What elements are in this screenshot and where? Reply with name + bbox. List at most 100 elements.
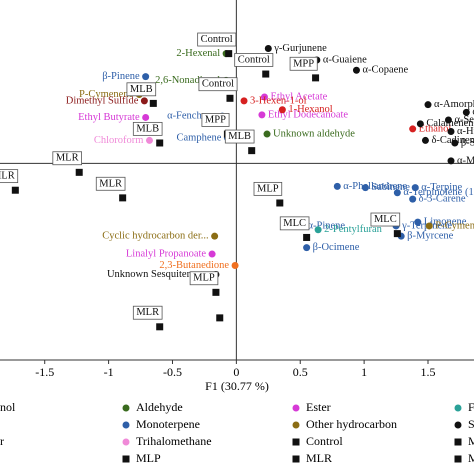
legend-label: MLR	[306, 451, 332, 465]
point-label: α-M	[457, 155, 474, 166]
point-label: α-Gurjun	[472, 107, 474, 118]
point-label: 2,3-Butanedione	[159, 260, 229, 271]
point	[225, 50, 233, 58]
point	[303, 233, 311, 241]
point-label: 2-Pentylfuran	[324, 224, 382, 235]
label-box	[95, 176, 126, 191]
point	[262, 70, 270, 78]
point	[258, 111, 266, 119]
label-box	[189, 271, 219, 286]
legend-label: Aldehyde	[136, 400, 183, 414]
legend-marker	[292, 404, 300, 412]
legend-marker	[454, 438, 462, 446]
point-label: Dimethyl Sulfide	[66, 95, 139, 106]
label-box	[132, 305, 163, 320]
point-label: Sabinene	[371, 182, 410, 193]
sample-label: MPP	[205, 114, 226, 125]
point-label: Cyclic hydrocarbon der...	[102, 231, 208, 242]
label-box	[52, 151, 82, 166]
point	[409, 195, 417, 203]
legend-label: Other hydrocarbon	[306, 417, 397, 431]
legend-label: Ester	[306, 400, 331, 414]
point	[156, 323, 164, 331]
point-label: Unknown Sesquiterpene	[107, 269, 210, 280]
point-label: α-Fenchene	[167, 111, 217, 122]
point-label: 1-Hexanol	[288, 104, 332, 115]
sample-label: MLP	[257, 183, 279, 194]
point	[414, 218, 422, 226]
sample-label: MLB	[228, 131, 251, 142]
label-box	[197, 32, 237, 47]
point-label: Calamenene	[426, 118, 474, 129]
legend-marker	[122, 421, 130, 429]
label-box	[0, 169, 19, 184]
point-label: 3-Hexen-1-ol	[250, 95, 307, 106]
x-tick-label: 1.5	[421, 365, 436, 379]
legend-label: Furan	[468, 400, 474, 414]
point	[263, 130, 271, 138]
point-label: α-Humu	[457, 126, 474, 137]
point	[216, 314, 224, 322]
point	[140, 97, 148, 105]
x-tick-label: 1	[361, 365, 367, 379]
sample-label: MLR	[99, 178, 122, 189]
x-axis-title: F1 (30.77 %)	[205, 379, 269, 393]
legend-marker	[454, 421, 462, 429]
point	[409, 125, 417, 133]
point	[352, 66, 360, 74]
sample-label: MLB	[136, 123, 159, 134]
legend-marker	[122, 455, 130, 463]
point	[424, 101, 432, 109]
point-label: Unknown aldehyde	[273, 128, 355, 139]
point	[416, 120, 424, 128]
point	[142, 73, 150, 81]
label-box	[198, 77, 238, 92]
point-label: Linalyl Propanoate	[126, 248, 207, 259]
point-label: Limonene	[424, 217, 467, 228]
point-label: α-Copaene	[362, 65, 408, 76]
point	[149, 99, 157, 107]
legend-marker	[122, 438, 130, 446]
sample-label: MLR	[136, 307, 159, 318]
legend-marker	[122, 404, 130, 412]
point	[411, 184, 419, 192]
sample-label: MLB	[130, 84, 153, 95]
point-label: P-Cymen	[435, 220, 474, 231]
point-label: Ethyl Dodecanoate	[268, 109, 349, 120]
label-box	[132, 121, 163, 136]
legend-label: MLB	[468, 434, 474, 448]
point	[303, 244, 311, 252]
point-label: γ-Gurjunene	[273, 43, 327, 54]
label-box	[370, 212, 401, 227]
point	[361, 184, 369, 192]
point	[142, 113, 150, 121]
point	[451, 139, 459, 147]
x-tick-label: -1.5	[35, 365, 54, 379]
point-label: α-Amorphene	[434, 99, 474, 110]
sample-label: MLP	[193, 273, 215, 284]
point	[447, 157, 455, 165]
label-box	[253, 181, 283, 196]
x-tick-label: 0	[233, 365, 239, 379]
point-label: Chloroform	[94, 135, 144, 146]
legend-marker	[292, 455, 300, 463]
point	[314, 226, 322, 234]
point-label: Camphene	[177, 132, 222, 143]
point	[264, 45, 272, 53]
point-label: Ethyl Acetate	[270, 91, 327, 102]
point	[156, 139, 164, 147]
point-label: β-Myrcene	[407, 231, 453, 242]
point-label: β-S	[461, 137, 474, 148]
legend-marker	[292, 438, 300, 446]
point-label: 2-Hexenal	[176, 48, 220, 59]
point	[75, 168, 83, 176]
point-label: α-Guaiene	[323, 54, 367, 65]
point	[208, 250, 216, 258]
x-tick-label: 0.5	[293, 365, 308, 379]
point-label: α-Pinene	[308, 220, 346, 231]
point	[240, 97, 248, 105]
point	[11, 186, 19, 194]
x-tick-label: -0.5	[163, 365, 182, 379]
